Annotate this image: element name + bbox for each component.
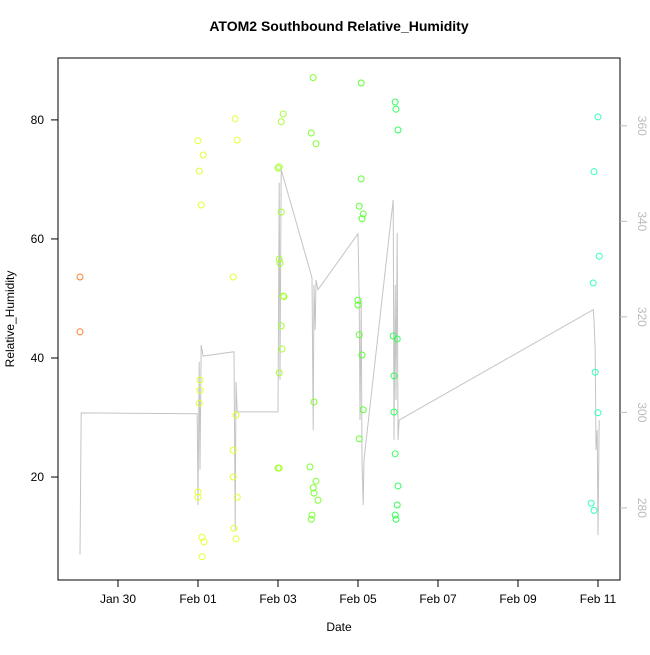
data-point: [393, 501, 401, 509]
data-point: [197, 201, 205, 209]
data-point: [195, 167, 203, 175]
data-point: [306, 463, 314, 471]
data-point: [275, 369, 283, 377]
data-point: [590, 168, 598, 176]
data-point: [194, 137, 202, 145]
data-point: [275, 255, 283, 263]
data-point: [359, 406, 367, 414]
data-point: [309, 484, 317, 492]
data-point: [279, 292, 287, 300]
data-point: [355, 331, 363, 339]
data-point: [314, 496, 322, 504]
x-tick-label: Feb 05: [339, 592, 377, 606]
data-point: [355, 435, 363, 443]
data-point: [198, 553, 206, 561]
data-point: [231, 115, 239, 123]
y-tick-label: 20: [31, 470, 45, 484]
y2-tick-label: 340: [635, 211, 649, 231]
data-point: [392, 515, 400, 523]
data-point: [280, 293, 288, 301]
data-point: [194, 493, 202, 501]
data-point: [196, 376, 204, 384]
data-point: [274, 464, 282, 472]
data-point: [394, 482, 402, 490]
data-point: [277, 322, 285, 330]
data-point: [232, 411, 240, 419]
data-point: [391, 511, 399, 519]
x-axis-label: Date: [326, 620, 352, 634]
y-tick-label: 40: [31, 351, 45, 365]
data-point: [279, 110, 287, 118]
data-point: [196, 386, 204, 394]
data-point: [278, 345, 286, 353]
data-point: [233, 136, 241, 144]
data-point: [76, 328, 84, 336]
data-point: [308, 511, 316, 519]
x-tick-label: Feb 01: [179, 592, 217, 606]
data-point: [194, 488, 202, 496]
data-point: [359, 210, 367, 218]
data-point: [277, 208, 285, 216]
y2-tick-label: 300: [635, 402, 649, 422]
data-point: [312, 140, 320, 148]
data-point: [590, 506, 598, 514]
y2-tick-label: 280: [635, 498, 649, 518]
data-point: [355, 202, 363, 210]
y-axis-label: Relative_Humidity: [3, 271, 17, 368]
data-point: [354, 296, 362, 304]
data-point: [312, 477, 320, 485]
plot-frame: [57, 57, 621, 581]
data-point: [229, 273, 237, 281]
x-tick-label: Feb 11: [580, 592, 617, 606]
data-point: [307, 129, 315, 137]
data-point: [391, 450, 399, 458]
y2-tick-label: 360: [635, 116, 649, 136]
data-point: [358, 351, 366, 359]
data-point: [354, 301, 362, 309]
data-point: [589, 279, 597, 287]
data-point: [594, 113, 602, 121]
data-point: [595, 252, 603, 260]
data-point: [357, 79, 365, 87]
data-point: [229, 446, 237, 454]
chart-title: ATOM2 Southbound Relative_Humidity: [209, 18, 468, 34]
data-point: [310, 489, 318, 497]
data-point: [200, 538, 208, 546]
data-point: [357, 175, 365, 183]
data-point: [199, 151, 207, 159]
x-tick-label: Feb 07: [419, 592, 457, 606]
data-point: [76, 273, 84, 281]
data-point: [274, 164, 282, 172]
data-point: [393, 335, 401, 343]
data-point: [230, 524, 238, 532]
data-point: [275, 163, 283, 171]
data-point: [391, 98, 399, 106]
data-point: [394, 126, 402, 134]
data-point: [276, 259, 284, 267]
data-point: [309, 74, 317, 82]
x-tick-label: Feb 03: [259, 592, 297, 606]
data-line: [79, 169, 600, 555]
y-tick-label: 60: [31, 232, 45, 246]
y-tick-label: 80: [31, 113, 45, 127]
data-point: [195, 399, 203, 407]
data-point: [277, 118, 285, 126]
data-point: [392, 105, 400, 113]
y2-tick-label: 320: [635, 307, 649, 327]
data-point: [233, 493, 241, 501]
data-point: [594, 409, 602, 417]
data-point: [591, 368, 599, 376]
data-point: [358, 215, 366, 223]
data-point: [390, 408, 398, 416]
data-point: [307, 515, 315, 523]
data-point: [390, 372, 398, 380]
data-point: [229, 473, 237, 481]
data-point: [310, 398, 318, 406]
data-point: [587, 499, 595, 507]
x-tick-label: Jan 30: [100, 592, 136, 606]
data-point: [232, 535, 240, 543]
x-tick-label: Feb 09: [499, 592, 537, 606]
